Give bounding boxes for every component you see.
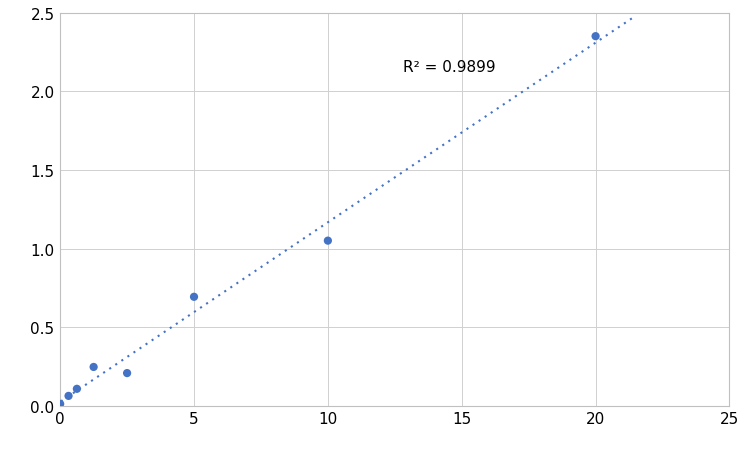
Point <box>62 392 74 400</box>
Point <box>590 33 602 41</box>
Point <box>87 364 99 371</box>
Point <box>71 385 83 392</box>
Point <box>121 370 133 377</box>
Point <box>54 400 66 408</box>
Point <box>188 294 200 301</box>
Point <box>322 238 334 245</box>
Text: R² = 0.9899: R² = 0.9899 <box>403 60 496 74</box>
